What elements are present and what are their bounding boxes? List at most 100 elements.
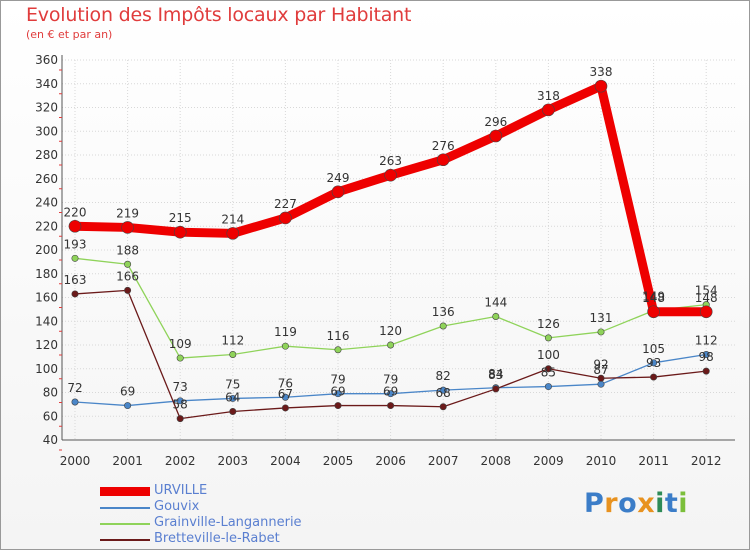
x-tick-label: 2009 (533, 454, 564, 468)
data-label: 166 (116, 269, 139, 283)
data-label: 79 (330, 373, 345, 387)
data-label: 318 (537, 89, 560, 103)
data-point (334, 346, 342, 354)
data-label: 58 (173, 398, 188, 412)
data-label: 249 (327, 171, 350, 185)
y-tick-label: 180 (35, 267, 58, 281)
data-label: 227 (274, 197, 297, 211)
data-point (544, 334, 552, 342)
data-label: 154 (695, 284, 718, 298)
data-label: 276 (432, 139, 455, 153)
data-point (492, 312, 500, 320)
y-tick-label: 60 (43, 409, 58, 423)
y-tick-label: 160 (35, 291, 58, 305)
logo-letter: i (678, 488, 689, 519)
data-point (71, 398, 79, 406)
y-tick-label: 120 (35, 338, 58, 352)
data-point (334, 390, 342, 398)
data-point (71, 254, 79, 262)
legend-swatch (100, 523, 150, 525)
data-label: 219 (116, 206, 139, 220)
data-label: 72 (67, 381, 82, 395)
data-label: 215 (169, 211, 192, 225)
chart-subtitle: (en € et par an) (26, 28, 113, 41)
data-label: 148 (642, 291, 665, 305)
legend-item: Gouvix (100, 499, 400, 516)
data-point (279, 211, 292, 225)
data-label: 82 (436, 369, 451, 383)
logo-letter: r (604, 488, 619, 519)
data-point (439, 386, 447, 394)
y-tick-label: 300 (35, 124, 58, 138)
data-point (229, 407, 237, 415)
data-label: 98 (699, 350, 714, 364)
data-point (542, 103, 555, 117)
legend-swatch (100, 487, 150, 496)
data-point (387, 341, 395, 349)
data-label: 220 (64, 205, 87, 219)
data-label: 67 (278, 387, 293, 401)
logo-letter: t (664, 488, 679, 519)
data-point (124, 260, 132, 268)
data-label: 148 (695, 291, 718, 305)
legend-swatch (100, 507, 150, 509)
data-label: 79 (383, 373, 398, 387)
logo-letter: x (637, 488, 656, 519)
data-point (176, 354, 184, 362)
data-point (124, 286, 132, 294)
data-label: 76 (278, 376, 293, 390)
legend-label: Bretteville-le-Rabet (154, 531, 280, 546)
x-tick-label: 2004 (270, 454, 301, 468)
y-tick-label: 340 (35, 77, 58, 91)
y-tick-label: 200 (35, 243, 58, 257)
data-label: 126 (537, 317, 560, 331)
x-tick-label: 2012 (691, 454, 722, 468)
data-point (702, 350, 710, 358)
data-label: 131 (590, 311, 613, 325)
data-label: 109 (169, 337, 192, 351)
data-point (124, 402, 132, 410)
data-label: 136 (432, 305, 455, 319)
legend-swatch (100, 539, 150, 541)
data-point (597, 328, 605, 336)
data-point (176, 397, 184, 405)
data-point (702, 367, 710, 375)
data-label: 92 (593, 357, 608, 371)
data-point (699, 305, 713, 319)
x-tick-label: 2010 (586, 454, 617, 468)
y-tick-label: 100 (35, 362, 58, 376)
data-label: 105 (642, 342, 665, 356)
y-tick-label: 320 (35, 101, 58, 115)
y-tick-label: 80 (43, 386, 58, 400)
data-label: 68 (436, 386, 451, 400)
data-label: 214 (221, 212, 244, 226)
data-point (597, 374, 605, 382)
y-tick-label: 360 (35, 53, 58, 67)
data-point (387, 390, 395, 398)
legend-item: Bretteville-le-Rabet (100, 531, 400, 548)
data-label: 85 (541, 366, 556, 380)
y-tick-label: 240 (35, 196, 58, 210)
data-point (597, 380, 605, 388)
logo-letter: i (655, 488, 665, 519)
data-label: 69 (120, 385, 135, 399)
data-label: 73 (173, 380, 188, 394)
data-label: 296 (484, 115, 507, 129)
chart-legend: URVILLE Gouvix Grainville-Langannerie Brett… (100, 483, 400, 548)
data-point (489, 129, 503, 143)
data-point (176, 415, 184, 423)
data-point (544, 365, 552, 373)
legend-item: URVILLE (100, 483, 400, 500)
data-point (492, 385, 500, 393)
x-tick-label: 2003 (218, 454, 249, 468)
data-label: 116 (327, 329, 350, 343)
logo-letter: o (618, 488, 638, 519)
data-label: 84 (488, 367, 503, 381)
data-point (436, 153, 450, 167)
data-point (68, 219, 82, 233)
data-label: 100 (537, 348, 560, 362)
data-label: 75 (225, 377, 240, 391)
data-label: 93 (646, 356, 661, 370)
